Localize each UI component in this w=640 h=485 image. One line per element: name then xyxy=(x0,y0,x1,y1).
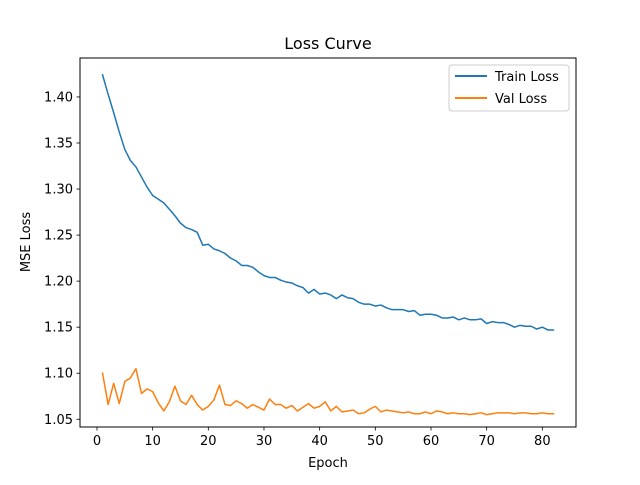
legend: Train Loss Val Loss xyxy=(448,64,570,112)
legend-label-val-loss: Val Loss xyxy=(495,92,547,107)
y-tick-label: 1.15 xyxy=(44,321,73,336)
y-tick-label: 1.30 xyxy=(44,183,73,198)
x-tick-label: 40 xyxy=(311,434,328,449)
x-tick-label: 30 xyxy=(256,434,273,449)
x-tick-label: 20 xyxy=(200,434,217,449)
y-axis-label: MSE Loss xyxy=(19,212,34,273)
x-tick-label: 60 xyxy=(423,434,440,449)
x-axis-label: Epoch xyxy=(308,456,348,471)
y-tick-label: 1.20 xyxy=(44,275,73,290)
x-tick-label: 0 xyxy=(93,434,101,449)
y-tick-label: 1.35 xyxy=(44,136,73,151)
x-tick-label: 70 xyxy=(478,434,495,449)
series-line-val-loss xyxy=(101,367,555,416)
series-line-train-loss xyxy=(101,73,555,331)
chart-title: Loss Curve xyxy=(284,34,371,53)
y-tick-label: 1.40 xyxy=(44,90,73,105)
plot-layer xyxy=(101,73,555,416)
ticks-layer: 0 10 20 30 40 50 60 70 80 1.05 1.10 1.15 1.20 1.25 1.3… xyxy=(44,90,551,449)
legend-label-train-loss: Train Loss xyxy=(494,70,559,85)
y-tick-label: 1.05 xyxy=(44,413,73,428)
x-tick-label: 50 xyxy=(367,434,384,449)
y-tick-label: 1.25 xyxy=(44,229,73,244)
axes-frame xyxy=(79,57,577,428)
x-tick-label: 10 xyxy=(144,434,161,449)
x-tick-label: 80 xyxy=(534,434,551,449)
y-tick-label: 1.10 xyxy=(44,367,73,382)
